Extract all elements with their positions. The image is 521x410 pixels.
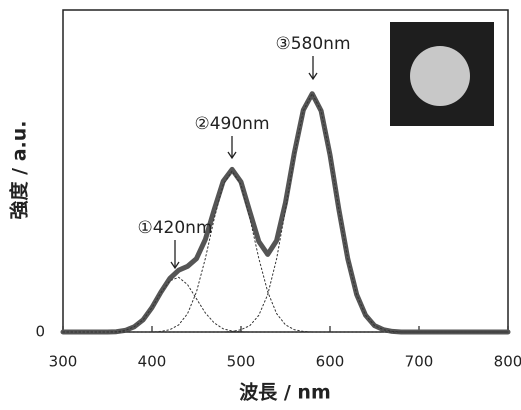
peak-annotation: ①420nm (137, 218, 212, 238)
x-tick-label: 600 (316, 353, 345, 371)
x-tick-label: 700 (405, 353, 434, 371)
x-tick-label: 800 (494, 353, 521, 371)
component-curve (63, 277, 508, 332)
sum-curve (63, 94, 508, 332)
chart: 波長 / nm 強度 / a.u. 300 400 500 600 700 800 0 ①42… (0, 0, 521, 410)
photo-disk (410, 46, 470, 106)
y-tick-label: 0 (35, 323, 45, 341)
x-tick-label: 300 (49, 353, 78, 371)
peak-annotation: ③580nm (275, 34, 350, 54)
x-tick-label: 400 (138, 353, 167, 371)
y-axis-title: 強度 / a.u. (8, 121, 31, 220)
x-axis-title: 波長 / nm (239, 381, 331, 404)
peak-annotation: ②490nm (194, 114, 269, 134)
inset-photo (390, 22, 494, 126)
x-tick-label: 500 (227, 353, 256, 371)
